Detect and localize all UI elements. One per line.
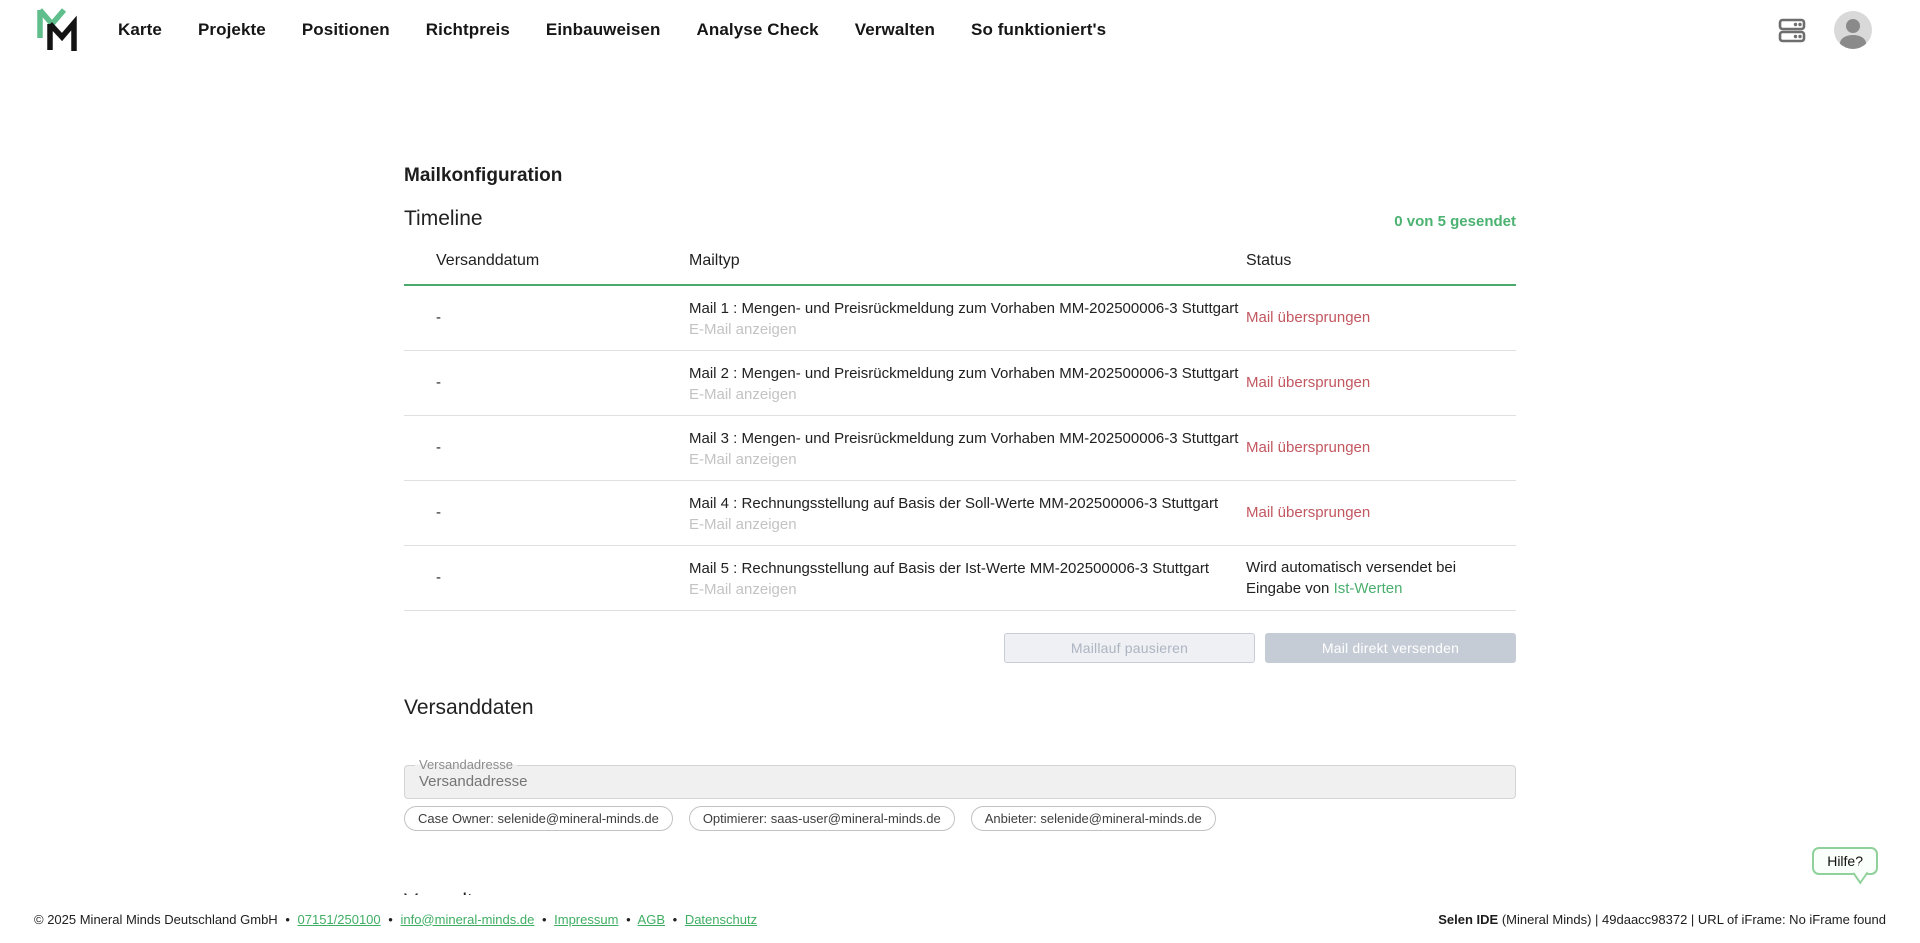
table-row: - Mail 1 : Mengen- und Preisrückmeldung … — [404, 285, 1516, 351]
avatar-body — [1840, 35, 1866, 49]
status-label: Mail übersprungen — [1246, 415, 1516, 481]
main-navigation: Karte Projekte Positionen Richtpreis Ein… — [118, 20, 1106, 40]
ide-details: (Mineral Minds) | 49daacc98372 | URL of … — [1498, 911, 1886, 927]
timeline-table: Versanddatum Mailtyp Status - Mail 1 : M… — [404, 242, 1516, 611]
footer-left: © 2025 Mineral Minds Deutschland GmbH • … — [34, 912, 757, 927]
row-versanddatum: - — [404, 480, 689, 546]
recipient-chips: Case Owner: selenide@mineral-minds.de Op… — [404, 805, 1516, 831]
column-header-versanddatum: Versanddatum — [404, 242, 689, 286]
mail-title: Mail 2 : Mengen- und Preisrückmeldung zu… — [689, 364, 1239, 382]
server-icon[interactable] — [1776, 14, 1808, 46]
versanddaten-heading: Versanddaten — [404, 695, 534, 719]
show-email-link[interactable]: E-Mail anzeigen — [689, 385, 797, 403]
table-row: - Mail 2 : Mengen- und Preisrückmeldung … — [404, 350, 1516, 416]
column-header-mailtyp: Mailtyp — [689, 242, 1246, 286]
anbieter-chip: Anbieter: selenide@mineral-minds.de — [970, 805, 1216, 831]
footer-email-link[interactable]: info@mineral-minds.de — [400, 911, 535, 927]
nav-item-richtpreis[interactable]: Richtpreis — [425, 20, 510, 39]
nav-item-positionen[interactable]: Positionen — [301, 20, 390, 39]
row-versanddatum: - — [404, 545, 689, 611]
mail-title: Mail 4 : Rechnungsstellung auf Basis der… — [689, 494, 1219, 512]
mineral-minds-logo-icon — [37, 8, 77, 51]
status-label: Wird automatisch versendet bei Eingabe v… — [1246, 545, 1516, 611]
column-header-status: Status — [1246, 242, 1516, 286]
show-email-link[interactable]: E-Mail anzeigen — [689, 580, 797, 598]
separator: • — [626, 911, 631, 927]
nav-item-karte[interactable]: Karte — [118, 20, 162, 39]
footer-agb-link[interactable]: AGB — [637, 911, 665, 927]
versandadresse-field-wrapper: Versandadresse — [404, 756, 1516, 799]
nav-item-projekte[interactable]: Projekte — [197, 20, 266, 39]
status-label: Mail übersprungen — [1246, 480, 1516, 546]
send-mail-directly-button[interactable]: Mail direkt versenden — [1265, 632, 1516, 663]
page-title: Mailkonfiguration — [404, 165, 563, 186]
user-avatar-icon[interactable] — [1834, 11, 1872, 49]
mail-title: Mail 1 : Mengen- und Preisrückmeldung zu… — [689, 299, 1239, 317]
sent-counter: 0 von 5 gesendet — [1394, 213, 1516, 230]
avatar-head — [1846, 19, 1860, 33]
show-email-link[interactable]: E-Mail anzeigen — [689, 450, 797, 468]
status-label: Mail übersprungen — [1246, 350, 1516, 416]
footer-ide-status: Selen IDE (Mineral Minds) | 49daacc98372… — [1438, 912, 1886, 927]
versandadresse-input[interactable] — [405, 765, 1515, 798]
copyright-text: © 2025 Mineral Minds Deutschland GmbH — [34, 911, 278, 927]
versandadresse-field-label: Versandadresse — [415, 756, 517, 773]
status-text: Wird automatisch versendet bei Eingabe v… — [1246, 558, 1457, 597]
footer-impressum-link[interactable]: Impressum — [554, 911, 619, 927]
mail-title: Mail 3 : Mengen- und Preisrückmeldung zu… — [689, 429, 1239, 447]
case-owner-chip: Case Owner: selenide@mineral-minds.de — [404, 805, 673, 831]
separator: • — [672, 911, 678, 927]
row-versanddatum: - — [404, 350, 689, 416]
footer: © 2025 Mineral Minds Deutschland GmbH • … — [0, 895, 1920, 943]
pause-maillauf-button[interactable]: Maillauf pausieren — [1004, 632, 1255, 663]
brand-logo[interactable] — [34, 7, 80, 53]
row-versanddatum: - — [404, 415, 689, 481]
optimierer-chip: Optimierer: saas-user@mineral-minds.de — [688, 805, 955, 831]
top-navbar: Karte Projekte Positionen Richtpreis Ein… — [0, 0, 1920, 60]
table-row: - Mail 4 : Rechnungsstellung auf Basis d… — [404, 480, 1516, 546]
help-button[interactable]: Hilfe? — [1812, 847, 1878, 875]
mail-configuration-page: Mailkonfiguration Timeline 0 von 5 gesen… — [404, 60, 1516, 915]
table-row: - Mail 3 : Mengen- und Preisrückmeldung … — [404, 415, 1516, 481]
footer-datenschutz-link[interactable]: Datenschutz — [684, 911, 758, 927]
nav-item-einbauweisen[interactable]: Einbauweisen — [545, 20, 661, 39]
status-label: Mail übersprungen — [1246, 285, 1516, 351]
timeline-heading: Timeline — [404, 207, 483, 230]
ide-name: Selen IDE — [1438, 911, 1499, 927]
separator: • — [285, 911, 290, 927]
table-row: - Mail 5 : Rechnungsstellung auf Basis d… — [404, 545, 1516, 611]
nav-item-verwalten[interactable]: Verwalten — [854, 20, 936, 39]
separator: • — [541, 911, 547, 927]
row-versanddatum: - — [404, 285, 689, 351]
footer-phone-link[interactable]: 07151/250100 — [297, 911, 381, 927]
nav-item-analyse-check[interactable]: Analyse Check — [696, 20, 819, 39]
separator: • — [388, 911, 393, 927]
nav-item-so-funktionierts[interactable]: So funktioniert's — [971, 20, 1107, 39]
show-email-link[interactable]: E-Mail anzeigen — [689, 320, 797, 338]
mail-title: Mail 5 : Rechnungsstellung auf Basis der… — [689, 559, 1209, 577]
ist-werten-link[interactable]: Ist-Werten — [1333, 579, 1403, 597]
show-email-link[interactable]: E-Mail anzeigen — [689, 515, 797, 533]
